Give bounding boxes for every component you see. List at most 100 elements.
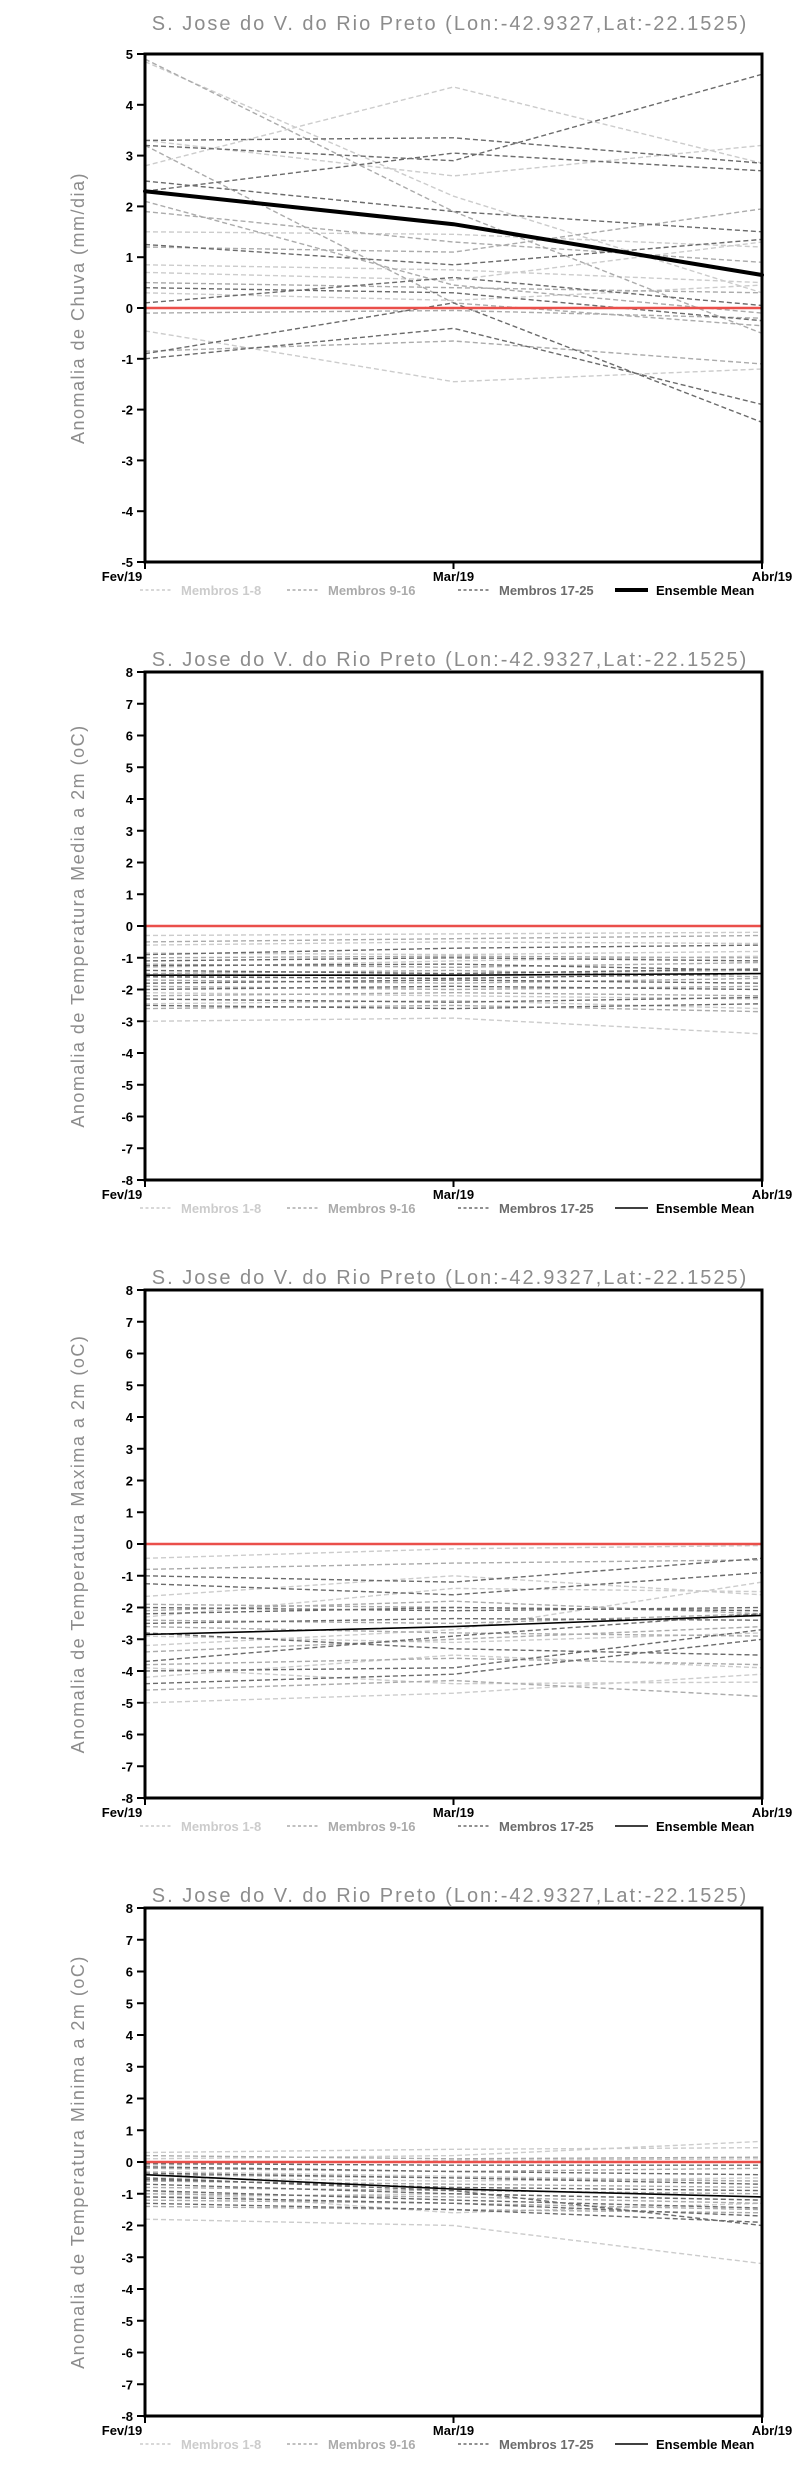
y-tick-label: -8 [121, 2409, 133, 2424]
member-line-membros_1_8 [144, 1544, 763, 1559]
y-tick-label: 0 [126, 301, 133, 316]
y-tick-label: 5 [126, 1996, 133, 2011]
legend-label: Membros 1-8 [181, 1819, 261, 1834]
y-tick-label: 1 [126, 887, 133, 902]
member-line-membros_1_8 [144, 950, 763, 956]
y-tick-label: -5 [121, 1696, 133, 1711]
member-line-membros_1_8 [144, 992, 763, 1000]
y-tick-label: -4 [121, 1046, 133, 1061]
member-line-membros_17_25 [144, 1557, 763, 1583]
x-tick-label: Fev/19 [102, 1187, 142, 1202]
y-tick-label: -5 [121, 1078, 133, 1093]
member-line-membros_9_16 [144, 1004, 763, 1013]
y-tick-label: 3 [126, 824, 133, 839]
x-tick-label: Fev/19 [102, 1805, 142, 1820]
member-line-membros_17_25 [144, 2172, 763, 2185]
chart-temp-maxima-anomaly: S. Jose do V. do Rio Preto (Lon:-42.9327… [68, 1267, 792, 1834]
member-line-membros_17_25 [144, 2166, 763, 2176]
y-tick-label: -6 [121, 2346, 133, 2361]
y-tick-label: -8 [121, 1791, 133, 1806]
member-line-membros_17_25 [144, 302, 763, 423]
member-line-membros_1_8 [144, 284, 763, 302]
ensemble-mean-line [143, 189, 764, 277]
member-line-membros_9_16 [144, 1679, 763, 1698]
y-tick-label: -7 [121, 1759, 133, 1774]
member-line-membros_1_8 [144, 1673, 763, 1704]
legend-label: Ensemble Mean [656, 1201, 754, 1216]
y-tick-label: -6 [121, 1110, 133, 1125]
y-tick-label: 6 [126, 1965, 133, 1980]
x-tick-label: Fev/19 [102, 569, 142, 584]
member-line-membros_9_16 [144, 985, 763, 991]
y-tick-label: 5 [126, 47, 133, 62]
y-tick-label: 4 [126, 792, 134, 807]
y-axis-label: Anomalia de Temperatura Maxima a 2m (oC) [68, 1335, 88, 1754]
member-line-membros_1_8 [144, 2189, 763, 2214]
legend-label: Membros 1-8 [181, 2437, 261, 2452]
legend-label: Membros 9-16 [328, 1819, 415, 1834]
member-line-membros_9_16 [144, 58, 763, 335]
ensemble-mean-line [144, 1614, 763, 1636]
y-tick-label: 4 [126, 98, 134, 113]
y-tick-label: 1 [126, 1505, 133, 1520]
legend-label: Membros 17-25 [499, 1819, 594, 1834]
x-tick-label: Abr/19 [752, 1805, 792, 1820]
member-line-membros_1_8 [144, 1587, 763, 1618]
y-tick-label: 7 [126, 697, 133, 712]
legend-label: Membros 9-16 [328, 583, 415, 598]
member-line-membros_9_16 [144, 144, 763, 327]
y-tick-label: 1 [126, 2123, 133, 2138]
member-line-membros_17_25 [144, 968, 763, 975]
legend-label: Membros 17-25 [499, 1201, 594, 1216]
y-tick-label: -1 [121, 352, 133, 367]
y-tick-label: 7 [126, 1933, 133, 1948]
legend-label: Membros 1-8 [181, 1201, 261, 1216]
x-tick-label: Abr/19 [752, 569, 792, 584]
member-line-membros_17_25 [144, 2177, 763, 2227]
y-tick-label: 8 [126, 1901, 133, 1916]
member-line-membros_1_8 [144, 1575, 763, 1598]
y-axis-label: Anomalia de Chuva (mm/dia) [68, 172, 88, 444]
legend-label: Membros 17-25 [499, 583, 594, 598]
legend-label: Membros 1-8 [181, 583, 261, 598]
member-line-membros_1_8 [144, 330, 763, 383]
member-line-membros_17_25 [144, 180, 763, 233]
member-line-membros_1_8 [144, 264, 763, 284]
y-tick-label: -4 [121, 1664, 133, 1679]
y-tick-label: -3 [121, 1632, 133, 1647]
member-line-membros_17_25 [144, 1606, 763, 1612]
x-tick-label: Abr/19 [752, 2423, 792, 2438]
member-line-membros_17_25 [144, 2178, 763, 2192]
y-tick-label: 3 [126, 1442, 133, 1457]
member-line-membros_9_16 [144, 2154, 763, 2160]
y-tick-label: -6 [121, 1728, 133, 1743]
member-line-membros_9_16 [144, 210, 763, 263]
y-tick-label: -7 [121, 2377, 133, 2392]
member-line-membros_17_25 [144, 238, 763, 266]
y-tick-label: -5 [121, 2314, 133, 2329]
member-line-membros_1_8 [144, 931, 763, 937]
member-line-membros_9_16 [144, 340, 763, 365]
x-tick-label: Fev/19 [102, 2423, 142, 2438]
y-tick-label: 1 [126, 250, 133, 265]
member-line-membros_1_8 [144, 2147, 763, 2154]
member-line-membros_9_16 [144, 2180, 763, 2189]
y-tick-label: 0 [126, 919, 133, 934]
y-tick-label: -3 [121, 453, 133, 468]
member-line-membros_1_8 [144, 2218, 763, 2265]
chart-title: S. Jose do V. do Rio Preto (Lon:-42.9327… [152, 13, 748, 35]
member-line-membros_9_16 [144, 200, 763, 314]
member-line-membros_17_25 [144, 979, 763, 984]
member-line-membros_17_25 [144, 1571, 763, 1596]
y-tick-label: -7 [121, 1141, 133, 1156]
legend-label: Membros 17-25 [499, 2437, 594, 2452]
y-tick-label: 3 [126, 2060, 133, 2075]
member-line-membros_1_8 [144, 1667, 763, 1685]
y-tick-label: 8 [126, 665, 133, 680]
chart-title: S. Jose do V. do Rio Preto (Lon:-42.9327… [152, 1267, 748, 1289]
y-tick-label: 5 [126, 1378, 133, 1393]
member-line-membros_9_16 [144, 1625, 763, 1637]
member-line-membros_17_25 [144, 2189, 763, 2209]
y-tick-label: -3 [121, 2250, 133, 2265]
